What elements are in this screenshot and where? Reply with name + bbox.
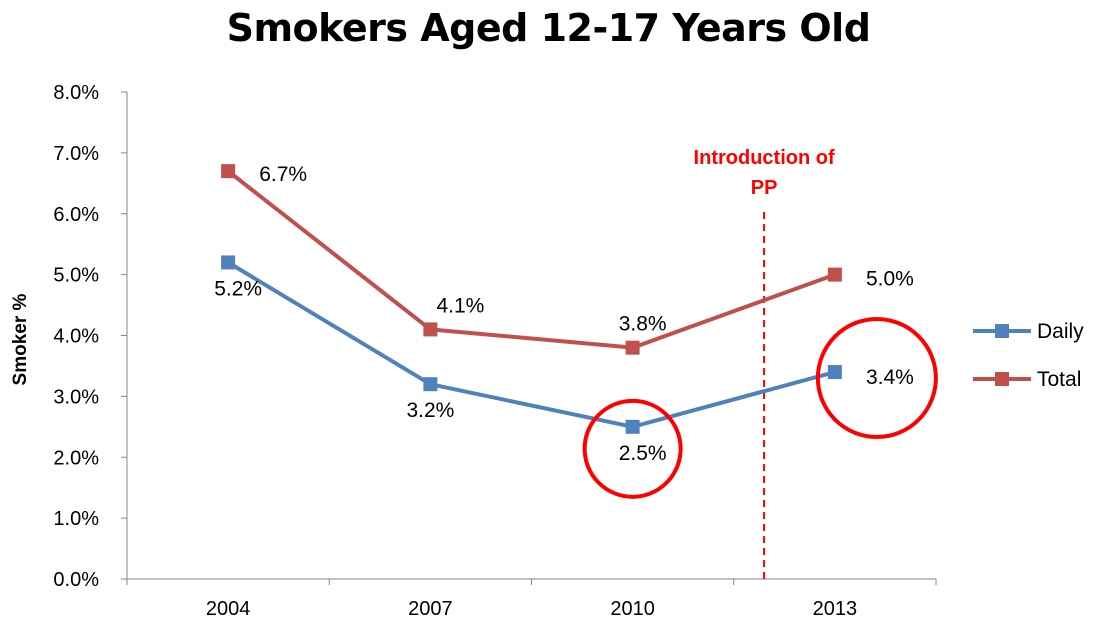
data-label-daily: 5.2%: [214, 277, 262, 300]
legend-label-total: Total: [1037, 368, 1081, 391]
x-tick-label: 2013: [813, 598, 858, 620]
data-label-total: 3.8%: [619, 313, 667, 336]
legend-marker-daily: [995, 324, 1009, 338]
data-label-total: 4.1%: [436, 294, 484, 317]
highlight-circle: [582, 398, 683, 499]
chart-title: Smokers Aged 12-17 Years Old: [226, 6, 871, 50]
pp-annotation-text: PP: [751, 177, 778, 199]
legend-marker-total: [995, 372, 1009, 386]
y-tick-label: 4.0%: [53, 326, 99, 348]
x-tick-label: 2010: [610, 598, 655, 620]
series-line-daily: [227, 260, 836, 429]
y-tick-label: 3.0%: [53, 386, 99, 408]
y-tick-label: 1.0%: [53, 508, 99, 530]
highlight-circle: [815, 317, 938, 440]
data-point-total: [625, 340, 640, 355]
pp-annotation-text: Introduction of: [694, 147, 835, 169]
x-tick-label: 2007: [408, 598, 453, 620]
y-tick-label: 2.0%: [53, 447, 99, 469]
x-tick-label: 2004: [206, 598, 251, 620]
data-point-total: [221, 164, 236, 179]
y-tick-label: 0.0%: [53, 569, 99, 591]
legend-label-daily: Daily: [1037, 320, 1084, 343]
series-line-total: [226, 169, 836, 350]
data-label-daily: 2.5%: [619, 442, 667, 465]
y-axis-label: Smoker %: [10, 293, 31, 385]
y-tick-label: 5.0%: [53, 265, 99, 287]
data-label-total: 6.7%: [259, 163, 307, 186]
data-point-daily: [827, 365, 842, 380]
data-point-daily: [221, 255, 236, 270]
y-tick-label: 6.0%: [53, 204, 99, 226]
data-point-daily: [625, 419, 640, 434]
data-label-daily: 3.4%: [866, 366, 914, 389]
y-tick-label: 7.0%: [53, 143, 99, 165]
data-label-total: 5.0%: [866, 268, 914, 291]
data-point-daily: [423, 377, 438, 392]
data-label-daily: 3.2%: [406, 399, 454, 422]
data-point-total: [827, 267, 842, 282]
y-tick-label: 8.0%: [53, 82, 99, 104]
data-point-total: [423, 322, 438, 337]
